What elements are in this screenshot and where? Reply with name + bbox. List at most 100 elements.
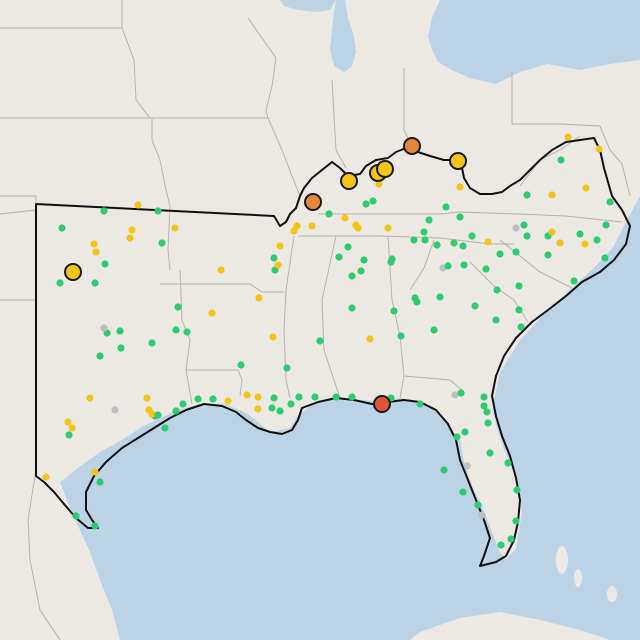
station-marker-good[interactable] xyxy=(58,224,66,232)
station-marker-good[interactable] xyxy=(471,302,479,310)
station-marker-moderate[interactable] xyxy=(243,391,251,399)
station-marker-good[interactable] xyxy=(335,253,343,261)
station-marker-good[interactable] xyxy=(194,395,202,403)
station-marker-good[interactable] xyxy=(557,156,565,164)
station-marker-moderate[interactable] xyxy=(352,221,360,229)
station-marker-good[interactable] xyxy=(172,326,180,334)
station-marker-moderate[interactable] xyxy=(92,248,100,256)
station-marker-moderate[interactable] xyxy=(581,240,589,248)
station-marker-none[interactable] xyxy=(451,391,459,399)
station-marker-good[interactable] xyxy=(450,239,458,247)
station-marker-good[interactable] xyxy=(453,433,461,441)
station-marker-good[interactable] xyxy=(515,282,523,290)
highlighted-station-marker-moderate[interactable] xyxy=(340,172,358,190)
station-marker-good[interactable] xyxy=(397,332,405,340)
station-marker-good[interactable] xyxy=(369,197,377,205)
station-marker-good[interactable] xyxy=(348,272,356,280)
station-marker-none[interactable] xyxy=(463,462,471,470)
station-marker-none[interactable] xyxy=(100,324,108,332)
station-marker-good[interactable] xyxy=(430,326,438,334)
highlighted-station-marker-moderate[interactable] xyxy=(376,160,394,178)
station-marker-moderate[interactable] xyxy=(126,234,134,242)
highlighted-station-marker-high[interactable] xyxy=(373,395,391,413)
station-marker-good[interactable] xyxy=(570,277,578,285)
station-marker-good[interactable] xyxy=(515,306,523,314)
station-marker-good[interactable] xyxy=(91,279,99,287)
station-marker-moderate[interactable] xyxy=(548,191,556,199)
station-marker-good[interactable] xyxy=(295,393,303,401)
highlighted-station-marker-elevated[interactable] xyxy=(304,193,322,211)
station-marker-moderate[interactable] xyxy=(134,201,142,209)
station-marker-good[interactable] xyxy=(172,407,180,415)
station-marker-moderate[interactable] xyxy=(595,145,603,153)
station-marker-good[interactable] xyxy=(270,254,278,262)
station-marker-good[interactable] xyxy=(493,286,501,294)
station-marker-none[interactable] xyxy=(478,511,486,519)
station-marker-good[interactable] xyxy=(474,501,482,509)
station-marker-moderate[interactable] xyxy=(548,228,556,236)
station-marker-moderate[interactable] xyxy=(308,222,316,230)
station-marker-good[interactable] xyxy=(456,213,464,221)
station-marker-good[interactable] xyxy=(480,393,488,401)
station-marker-good[interactable] xyxy=(576,230,584,238)
station-marker-moderate[interactable] xyxy=(128,226,136,234)
station-marker-good[interactable] xyxy=(348,393,356,401)
station-marker-moderate[interactable] xyxy=(91,468,99,476)
station-marker-moderate[interactable] xyxy=(217,266,225,274)
station-marker-good[interactable] xyxy=(486,449,494,457)
station-marker-good[interactable] xyxy=(348,304,356,312)
station-marker-good[interactable] xyxy=(468,232,476,240)
station-marker-good[interactable] xyxy=(183,328,191,336)
station-marker-good[interactable] xyxy=(154,411,162,419)
station-marker-good[interactable] xyxy=(174,303,182,311)
station-marker-moderate[interactable] xyxy=(224,397,232,405)
station-marker-none[interactable] xyxy=(111,406,119,414)
station-marker-good[interactable] xyxy=(459,488,467,496)
station-marker-none[interactable] xyxy=(512,224,520,232)
station-marker-good[interactable] xyxy=(517,323,525,331)
station-marker-good[interactable] xyxy=(480,402,488,410)
station-marker-moderate[interactable] xyxy=(274,261,282,269)
station-marker-good[interactable] xyxy=(512,248,520,256)
station-marker-good[interactable] xyxy=(425,216,433,224)
station-marker-good[interactable] xyxy=(72,512,80,520)
station-marker-good[interactable] xyxy=(117,344,125,352)
station-marker-moderate[interactable] xyxy=(254,393,262,401)
station-marker-good[interactable] xyxy=(421,236,429,244)
highlighted-station-marker-elevated[interactable] xyxy=(403,137,421,155)
station-marker-good[interactable] xyxy=(96,478,104,486)
station-marker-moderate[interactable] xyxy=(456,183,464,191)
station-marker-good[interactable] xyxy=(325,210,333,218)
station-marker-moderate[interactable] xyxy=(556,239,564,247)
station-marker-good[interactable] xyxy=(504,459,512,467)
station-marker-moderate[interactable] xyxy=(375,180,383,188)
highlighted-station-marker-moderate[interactable] xyxy=(449,152,467,170)
station-marker-moderate[interactable] xyxy=(171,224,179,232)
station-marker-good[interactable] xyxy=(56,279,64,287)
station-marker-good[interactable] xyxy=(270,394,278,402)
station-marker-moderate[interactable] xyxy=(208,309,216,317)
station-marker-good[interactable] xyxy=(116,327,124,335)
station-marker-moderate[interactable] xyxy=(86,394,94,402)
station-marker-good[interactable] xyxy=(593,236,601,244)
station-marker-good[interactable] xyxy=(513,486,521,494)
station-marker-good[interactable] xyxy=(496,250,504,258)
station-marker-moderate[interactable] xyxy=(255,294,263,302)
station-marker-good[interactable] xyxy=(65,431,73,439)
station-marker-good[interactable] xyxy=(410,236,418,244)
station-marker-good[interactable] xyxy=(484,419,492,427)
station-marker-good[interactable] xyxy=(154,207,162,215)
station-marker-good[interactable] xyxy=(436,293,444,301)
station-marker-good[interactable] xyxy=(457,389,465,397)
station-marker-good[interactable] xyxy=(311,393,319,401)
station-marker-moderate[interactable] xyxy=(384,224,392,232)
station-marker-good[interactable] xyxy=(482,265,490,273)
station-marker-good[interactable] xyxy=(332,393,340,401)
station-marker-good[interactable] xyxy=(492,316,500,324)
station-marker-good[interactable] xyxy=(283,364,291,372)
station-marker-good[interactable] xyxy=(416,400,424,408)
station-marker-good[interactable] xyxy=(316,337,324,345)
station-marker-good[interactable] xyxy=(523,191,531,199)
station-marker-good[interactable] xyxy=(344,243,352,251)
